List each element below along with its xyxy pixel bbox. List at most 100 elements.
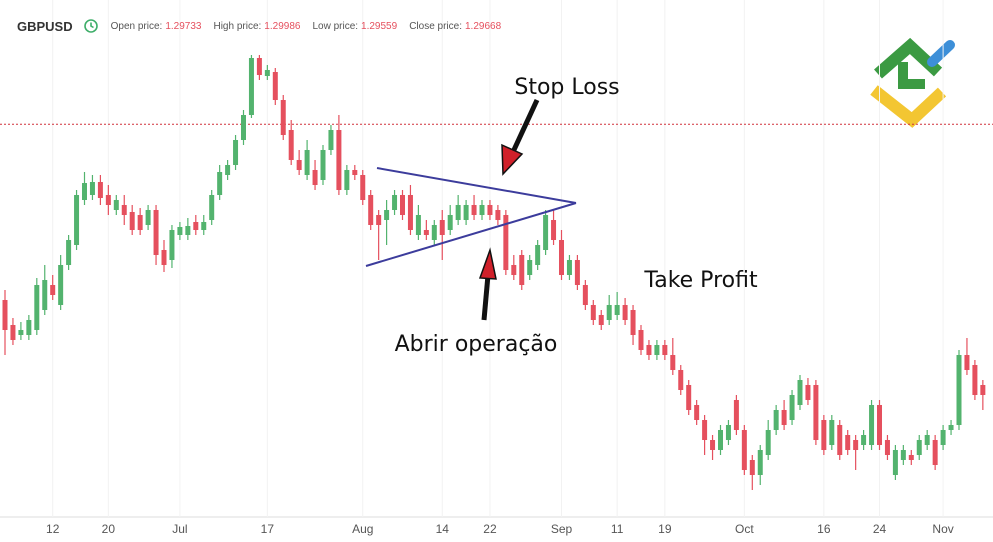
candle-body [694, 405, 700, 420]
candle-body [916, 440, 922, 455]
x-tick-label: Oct [735, 522, 754, 536]
candle-body [773, 410, 779, 430]
candle-body [574, 260, 580, 285]
quote-value: 1.29559 [361, 20, 398, 32]
candle-body [638, 330, 644, 350]
candle-body [241, 115, 246, 140]
candle-body [972, 365, 978, 395]
candle-body [884, 440, 890, 455]
candle-body [264, 70, 270, 76]
candle-body [813, 385, 819, 440]
candle-body [288, 130, 294, 160]
candle-body [42, 280, 48, 310]
triangle-upper [376, 167, 577, 204]
candle-body [217, 172, 223, 195]
x-tick-label: 14 [436, 522, 450, 536]
candle-body [749, 460, 755, 475]
candle-body [821, 420, 827, 450]
candle-body [26, 320, 32, 335]
candle-body [535, 245, 541, 265]
candle-body [837, 425, 843, 455]
stop-loss-arrow [501, 98, 540, 176]
candle-body [129, 212, 135, 230]
candle-body [193, 222, 199, 230]
symbol: GBPUSD [17, 18, 73, 34]
candle-body [392, 195, 398, 210]
candle-body [336, 130, 342, 190]
candle-body [225, 165, 231, 175]
x-tick-label: Aug [352, 522, 373, 536]
candle-body [710, 440, 716, 450]
candle-body [718, 430, 723, 450]
annotation: Stop Loss [514, 75, 619, 100]
candle-body [415, 215, 421, 235]
candle-body [845, 435, 851, 450]
candle-body [622, 305, 628, 320]
x-tick-label: 11 [611, 522, 624, 536]
candle-body [877, 405, 882, 445]
candle-body [733, 400, 739, 430]
candle-body [956, 355, 962, 425]
candle-body [58, 265, 64, 305]
candle-body [527, 260, 533, 275]
x-tick-label: 16 [817, 522, 831, 536]
candle-body [678, 370, 684, 390]
candle-body [368, 195, 374, 225]
candle-body [463, 205, 469, 220]
candle-body [360, 175, 366, 200]
quote: Close price: 1.29668 [409, 21, 501, 32]
candle-body [105, 195, 111, 205]
candle-body [272, 72, 278, 100]
candle-body [590, 305, 596, 320]
candle-body [757, 450, 763, 475]
candle-body [177, 227, 183, 235]
candle-body [980, 385, 986, 395]
candle-body [662, 345, 668, 355]
candle-body [344, 170, 350, 190]
candle-body [805, 385, 811, 400]
candle-body [185, 226, 191, 235]
candle-body [248, 58, 254, 115]
candle-body [431, 225, 437, 240]
annotation: Take Profit [643, 268, 758, 293]
quote-value: 1.29986 [264, 20, 301, 32]
candle-body [304, 150, 310, 175]
candle-body [400, 195, 405, 215]
candle-body [280, 100, 286, 135]
candle-body [781, 410, 787, 425]
candle-body [924, 435, 930, 445]
quote-label: Low price: [312, 20, 359, 32]
candle-body [447, 215, 453, 230]
x-tick-label: 20 [102, 522, 116, 536]
x-tick-label: 22 [483, 522, 497, 536]
annotation: Abrir operação [395, 332, 558, 357]
quote-value: 1.29668 [465, 20, 502, 32]
candle-body [566, 260, 572, 275]
candle-body [50, 285, 56, 295]
candle-body [606, 305, 612, 320]
candle-body [940, 430, 946, 445]
candle-body [948, 425, 954, 430]
x-tick-label: Nov [932, 522, 953, 536]
candle-body [869, 405, 875, 445]
candle-body [503, 215, 509, 270]
quote-label: Open price: [110, 20, 163, 32]
x-tick-label: 19 [658, 522, 672, 536]
logo [870, 37, 955, 128]
candle-body [153, 210, 159, 255]
candle-body [82, 183, 87, 200]
x-tick-label: 17 [261, 522, 275, 536]
candle-body [686, 385, 692, 410]
candle-body [853, 440, 859, 450]
candle-body [829, 420, 835, 445]
candle-body [296, 160, 302, 170]
candle-body [137, 215, 143, 230]
candle-body [66, 240, 72, 265]
candle-body [439, 220, 445, 235]
candle-body [614, 305, 620, 315]
candle-body [725, 425, 731, 440]
candle-body [455, 205, 461, 220]
candle-body [89, 182, 95, 195]
